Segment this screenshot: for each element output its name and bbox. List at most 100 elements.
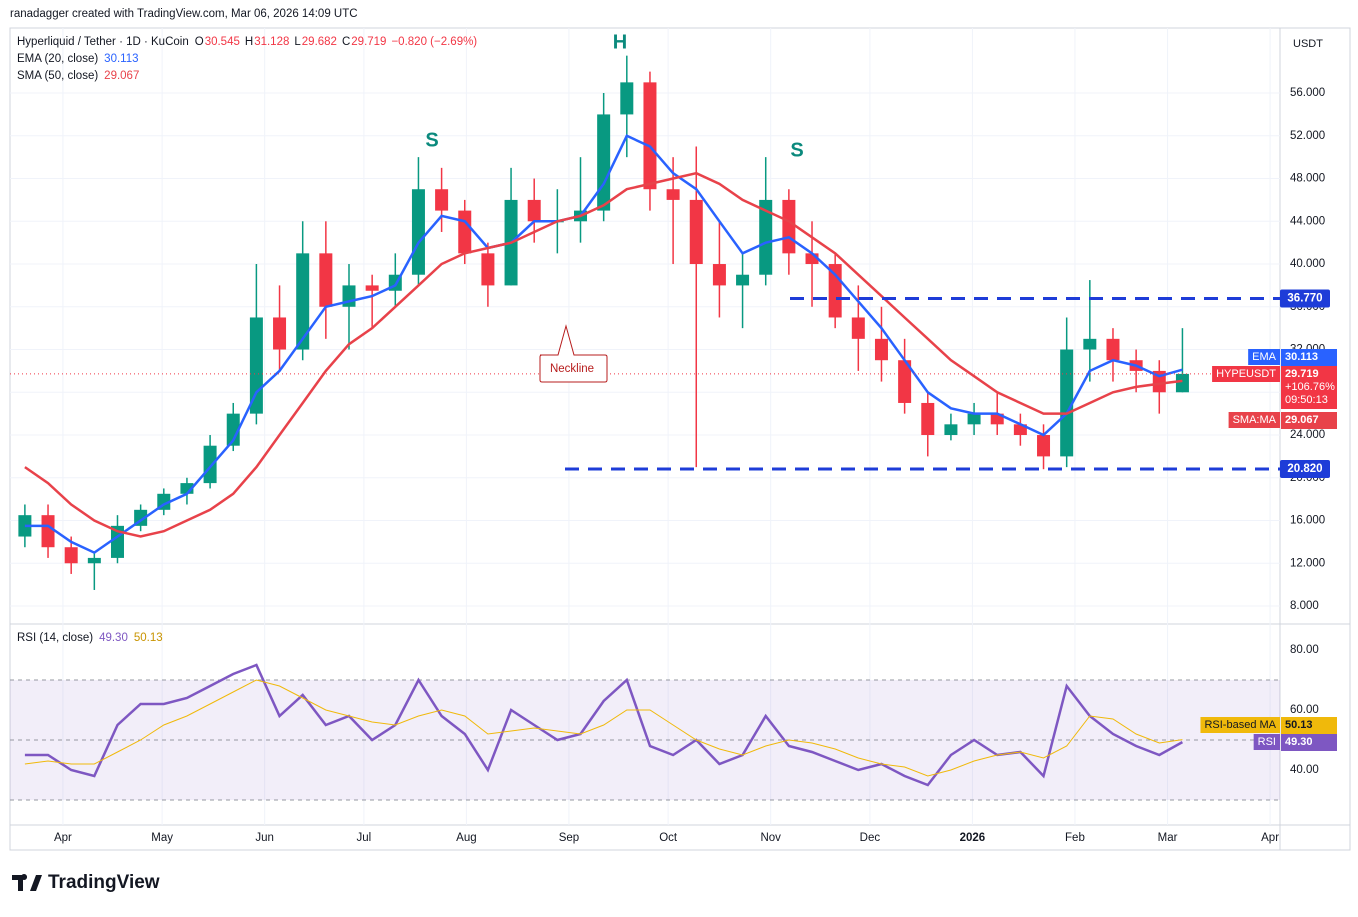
x-tick-label: Feb — [1065, 832, 1085, 844]
candle-body — [597, 114, 611, 211]
legend-text: 29.067 — [104, 70, 139, 82]
scale-tag-name: HYPEUSDT — [1216, 368, 1276, 380]
ma-line — [24, 171, 1183, 538]
y-tick-label: 48.000 — [1290, 173, 1325, 185]
x-tick-label: Sep — [559, 832, 579, 844]
candle-body — [273, 317, 287, 350]
candle-body — [990, 413, 1004, 425]
y-tick-label: 16.000 — [1290, 515, 1325, 527]
brand: TradingView — [48, 872, 160, 893]
scale-tag-value: +106.76% — [1285, 381, 1335, 393]
candle-body — [41, 515, 55, 548]
scale-tag-name-bg — [1200, 717, 1280, 733]
candle-body — [1175, 373, 1189, 393]
candle-body — [226, 413, 240, 446]
candle-body — [643, 82, 657, 190]
pane-frame — [9, 27, 1351, 851]
candle-body — [87, 557, 101, 564]
candle-body — [805, 253, 819, 265]
candle-body — [1060, 349, 1074, 457]
x-tick-label: Jun — [255, 832, 274, 844]
pattern-label: S — [790, 139, 803, 161]
logo: TradingView — [12, 872, 160, 893]
plot — [18, 55, 1189, 787]
candle-body — [689, 199, 703, 265]
legend-text: 30.545 — [205, 36, 240, 48]
legend-text: L — [294, 36, 301, 48]
candle-body — [736, 274, 750, 286]
scale-tag-value: 29.067 — [1285, 414, 1319, 426]
x-tick-label: Apr — [1261, 832, 1279, 844]
candle-body — [1037, 435, 1051, 457]
candle-body — [527, 199, 541, 222]
candle-body — [759, 199, 773, 275]
candle-body — [967, 413, 981, 425]
x-tick-label: Aug — [456, 832, 476, 844]
y-tick-label: 12.000 — [1290, 557, 1325, 569]
scale-tag-bg — [1281, 412, 1337, 429]
candle-body — [944, 424, 958, 436]
candle-body — [180, 483, 194, 494]
scale-tag-value: 29.719 — [1285, 368, 1319, 380]
candle-body — [921, 402, 935, 436]
scale-tag-value: 09:50:13 — [1285, 394, 1328, 406]
level-value: 36.770 — [1287, 293, 1322, 305]
x-tick-label: Nov — [760, 832, 781, 844]
legend-text: C — [342, 36, 350, 48]
candle-body — [64, 547, 78, 564]
y-tick-label: 40.00 — [1290, 764, 1319, 776]
candle-body — [435, 189, 449, 211]
x-tick-label: Dec — [860, 832, 881, 844]
level-tag — [1280, 460, 1330, 479]
x-tick-label: 2026 — [960, 832, 986, 844]
candle-body — [319, 253, 333, 307]
legend-text: EMA (20, close) — [17, 53, 98, 65]
candle-body — [898, 360, 912, 403]
scale-tag-bg — [1281, 717, 1337, 734]
y-tick-label: 24.000 — [1290, 429, 1325, 441]
level-tag — [1280, 289, 1330, 308]
scale-tag-name: RSI — [1258, 736, 1276, 748]
candle-body — [1083, 338, 1097, 350]
candle-body — [874, 338, 888, 361]
legend-text: SMA (50, close) — [17, 70, 98, 82]
rsi-line — [24, 663, 1184, 787]
scale-tag-name-bg — [1248, 349, 1280, 365]
y-tick-label: 40.000 — [1290, 258, 1325, 270]
legend-text: 30.113 — [104, 53, 138, 65]
legend-text: −0.820 (−2.69%) — [391, 36, 477, 48]
scale-tag-name: SMA:MA — [1233, 414, 1277, 426]
x-tick-label: Oct — [659, 832, 678, 844]
legend-text: 29.719 — [351, 36, 386, 48]
candle-body — [411, 189, 425, 275]
scale-tag-value: 30.113 — [1285, 351, 1318, 363]
scale-tag-name: EMA — [1252, 351, 1277, 363]
legend-text: 49.30 — [99, 632, 128, 644]
scale-tag-name-bg — [1228, 412, 1280, 428]
logo-mark — [12, 874, 42, 891]
y-tick-label: 52.000 — [1290, 130, 1325, 142]
callout — [539, 324, 608, 383]
ma-line — [24, 134, 1183, 555]
x-tick-label: Apr — [54, 832, 72, 844]
scale-tag-value: 49.30 — [1285, 736, 1313, 748]
candle-body — [782, 199, 796, 254]
candle-body — [666, 189, 680, 200]
candle-body — [481, 253, 495, 286]
candle-body — [458, 210, 472, 254]
y-tick-label: 56.000 — [1290, 87, 1325, 99]
candle-body — [296, 253, 310, 350]
scale-tag-bg — [1281, 366, 1337, 409]
candle-body — [620, 82, 634, 115]
pattern-label: H — [613, 31, 627, 53]
y-tick-label: 60.00 — [1290, 704, 1319, 716]
rsi-ma-line — [24, 679, 1183, 777]
legend-text: 29.682 — [302, 36, 337, 48]
legend-text: H — [245, 36, 253, 48]
x-tick-label: Mar — [1158, 832, 1178, 844]
attribution: ranadagger created with TradingView.com,… — [10, 8, 358, 20]
scale-tag-bg — [1281, 349, 1337, 366]
